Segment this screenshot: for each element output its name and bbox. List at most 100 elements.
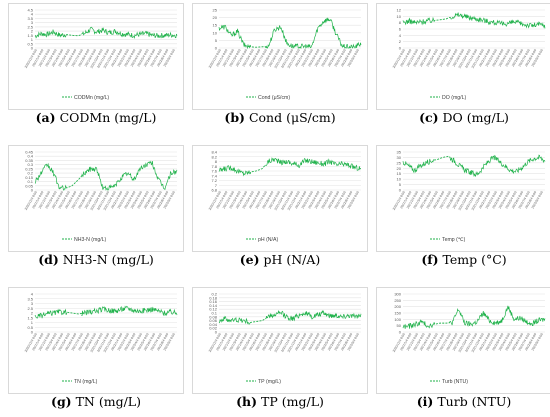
chart-panel-7: 0 0.5 1 1.5 2 2.5 3 3.5 4 2020/12/4 8:00 2021/1/4 … — [8, 287, 184, 414]
y-tick-label: 0.2 — [211, 292, 217, 297]
y-tick-label: 0.5 — [27, 41, 33, 46]
y-tick-label: 3 — [31, 301, 34, 306]
chart-frame: 0 2 4 6 8 10 12 2020/12/4 8:00 2021/1/4 8:00 2021… — [376, 3, 550, 110]
chart-panel-9: 0 50 100 150 200 250 300 2020/12/4 8:00 2021/1/4… — [376, 287, 550, 414]
chart-panel-5: 6.8 7 7.2 7.4 7.6 7.8 8 8.2 8.4 2020/12/4 8:00 202… — [192, 145, 368, 272]
y-tick-label: 7.2 — [211, 178, 217, 183]
y-tick-label: 0.02 — [209, 326, 218, 331]
panel-letter: (h) — [236, 394, 258, 409]
y-tick-label: 20 — [213, 15, 218, 20]
y-tick-label: 3 — [31, 20, 34, 25]
series-line-gap — [433, 17, 450, 22]
legend-label: TP (mg/L) — [258, 379, 281, 385]
y-tick-label: 2 — [399, 39, 402, 44]
y-tick-label: 0.1 — [211, 311, 217, 316]
y-tick-label: 15 — [397, 171, 402, 176]
y-tick-label: 4.5 — [27, 8, 33, 13]
panel-letter: (a) — [35, 110, 56, 125]
y-tick-label: 0.06 — [209, 318, 218, 323]
panel-caption: (d) NH3-N (mg/L) — [8, 252, 184, 267]
legend-label: pH (N/A) — [258, 237, 278, 243]
y-tick-label: 8.2 — [211, 154, 217, 159]
y-tick-label: 30 — [397, 155, 402, 160]
y-tick-label: 0.15 — [25, 175, 34, 180]
y-tick-label: 250 — [394, 298, 401, 303]
series-line — [34, 26, 178, 40]
panel-letter: (f) — [421, 252, 439, 267]
chart-frame: 0 0.5 1 1.5 2 2.5 3 3.5 4 2020/12/4 8:00 2021/1/4 … — [8, 287, 184, 394]
chart-panel-6: 0 5 10 15 20 25 30 35 2020/12/4 8:00 2021/1/4 8:0… — [376, 145, 550, 272]
y-tick-label: 12 — [397, 8, 402, 13]
y-tick-label: 2 — [31, 29, 34, 34]
panel-caption: (f) Temp (°C) — [376, 252, 550, 267]
legend-label: DO (mg/L) — [442, 95, 466, 101]
y-tick-label: 0.3 — [27, 162, 33, 167]
y-tick-label: 7 — [215, 183, 218, 188]
y-tick-label: 0.14 — [209, 303, 218, 308]
panel-caption: (g) TN (mg/L) — [8, 394, 184, 409]
y-tick-label: 4 — [399, 33, 402, 38]
legend-label: TN (mg/L) — [74, 379, 98, 385]
y-tick-label: 8 — [399, 20, 402, 25]
series-line-gap — [65, 33, 83, 37]
panel-caption: (h) TP (mg/L) — [192, 394, 368, 409]
chart-panel-4: 0 0.05 0.1 0.15 0.2 0.25 0.3 0.35 0.4 0.45 2020/12… — [8, 145, 184, 272]
y-tick-label: 7.8 — [211, 164, 217, 169]
y-tick-label: 1 — [31, 320, 34, 325]
y-tick-label: 10 — [213, 30, 218, 35]
y-tick-label: 0.18 — [209, 295, 218, 300]
y-tick-label: 200 — [394, 304, 401, 309]
series-line-gap — [433, 321, 451, 325]
y-tick-label: 100 — [394, 317, 401, 322]
panel-caption-text: DO (mg/L) — [442, 110, 509, 125]
y-tick-label: 0 — [215, 46, 218, 51]
chart-frame: 0 5 10 15 20 25 30 35 2020/12/4 8:00 2021/1/4 8:0… — [376, 145, 550, 252]
series-line — [218, 309, 362, 325]
chart-frame: 0 0.5 1 1.5 2 2.5 3 3.5 4 4.5 2020/12/4 8:00 2021/1… — [8, 3, 184, 110]
legend-label: Temp (℃) — [442, 237, 466, 243]
panel-caption-text: Temp (°C) — [442, 252, 507, 267]
panel-caption-text: NH3-N (mg/L) — [62, 252, 154, 267]
y-tick-label: 3.5 — [27, 16, 33, 21]
y-tick-label: 0.05 — [25, 183, 34, 188]
y-tick-label: 7.4 — [211, 173, 217, 178]
panel-caption: (i) Turb (NTU) — [376, 394, 550, 409]
legend-label: NH3-N (mg/L) — [74, 237, 107, 243]
panel-caption-text: Cond (μS/cm) — [248, 110, 336, 125]
y-tick-label: 5 — [215, 38, 218, 43]
y-tick-label: 0.5 — [27, 325, 33, 330]
y-tick-label: 2.5 — [27, 306, 33, 311]
panel-caption: (e) pH (N/A) — [192, 252, 368, 267]
y-tick-label: 1 — [31, 37, 34, 42]
y-tick-label: 0.16 — [209, 299, 218, 304]
panel-letter: (d) — [38, 252, 59, 267]
panel-letter: (c) — [419, 110, 439, 125]
panel-letter: (b) — [224, 110, 245, 125]
y-tick-label: 300 — [394, 292, 401, 297]
y-tick-label: 50 — [397, 323, 402, 328]
chart-panel-1: 0 0.5 1 1.5 2 2.5 3 3.5 4 4.5 2020/12/4 8:00 2021/1… — [8, 3, 184, 130]
y-tick-label: 150 — [394, 311, 401, 316]
series-line-gap — [249, 318, 267, 324]
y-tick-label: 0.04 — [209, 322, 218, 327]
y-tick-label: 6.8 — [211, 188, 217, 193]
line-chart: 00.020.040.060.080.10.120.140.160.180.22… — [208, 292, 362, 385]
y-tick-label: 25 — [213, 8, 218, 13]
y-tick-label: 10 — [397, 14, 402, 19]
series-line-gap — [249, 164, 267, 175]
y-tick-label: 7.6 — [211, 169, 217, 174]
chart-frame: 6.8 7 7.2 7.4 7.6 7.8 8 8.2 8.4 2020/12/4 8:00 202… — [192, 145, 368, 252]
series-line — [402, 12, 546, 29]
y-tick-label: 4 — [31, 12, 34, 17]
y-tick-label: 0 — [399, 188, 402, 193]
line-chart: 00.050.10.150.20.250.30.350.40.452020/12… — [24, 150, 178, 243]
series-line — [34, 305, 178, 319]
y-tick-label: 5 — [399, 182, 402, 187]
y-tick-label: 3.5 — [27, 296, 33, 301]
chart-panel-3: 0 2 4 6 8 10 12 2020/12/4 8:00 2021/1/4 8:00 2021… — [376, 3, 550, 130]
y-tick-label: 8.4 — [211, 150, 217, 155]
